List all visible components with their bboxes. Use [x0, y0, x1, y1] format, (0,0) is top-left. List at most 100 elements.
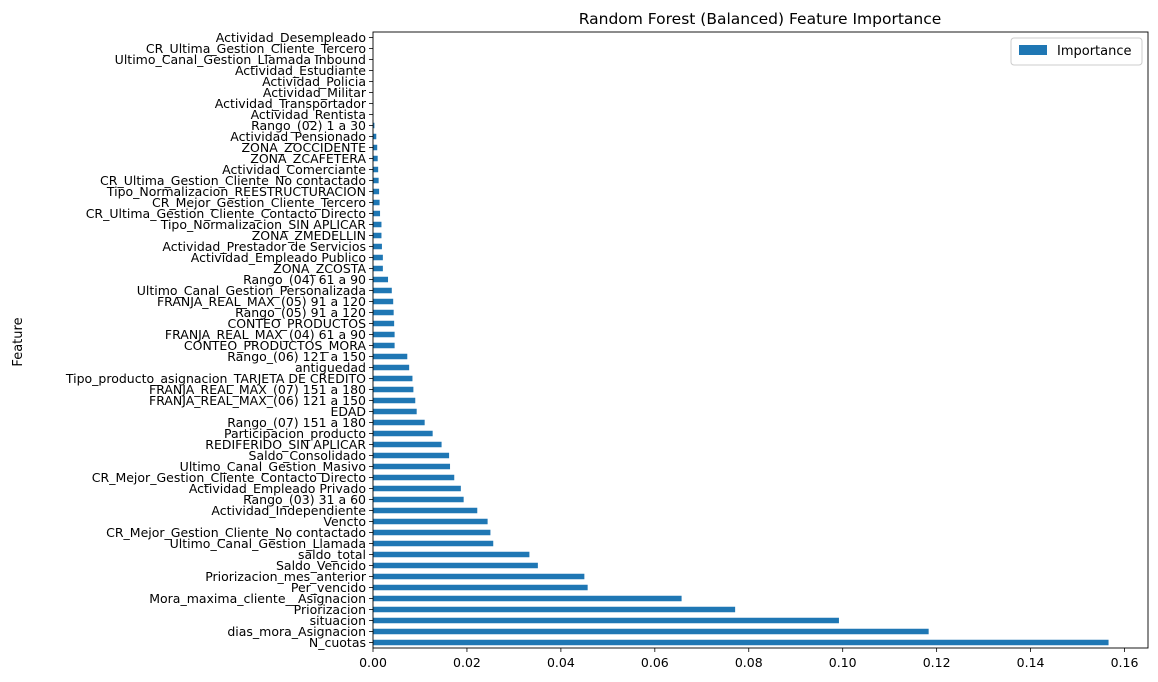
legend: Importance: [1010, 37, 1143, 66]
bar: [373, 276, 389, 283]
x-tick-label: 0.08: [735, 655, 763, 670]
legend-box: [1010, 37, 1143, 66]
bar: [373, 353, 408, 360]
y-tick-label: Ultimo_Canal_Gestion_Llamada Inbound: [115, 52, 366, 67]
bar: [373, 309, 394, 316]
y-tick-label: Actividad_Transportador: [215, 96, 367, 111]
bar: [373, 265, 383, 272]
bar: [373, 243, 382, 250]
y-tick-label: Actividad_Empleado Publico: [191, 250, 366, 265]
y-tick-label: Rango_(03) 31 a 60: [243, 492, 366, 507]
y-tick-label: Actividad_Policia: [262, 74, 366, 89]
y-tick-label: Priorizacion: [294, 602, 366, 617]
bar: [373, 474, 455, 481]
bar: [373, 397, 416, 404]
y-tick-label: CR_Mejor_Gestion_Cliente_Contacto Direct…: [92, 470, 366, 485]
x-tick-label: 0.00: [359, 655, 387, 670]
bar: [373, 254, 383, 261]
y-tick-label: CR_Ultima_Gestion_Cliente_Tercero: [146, 41, 366, 56]
bar: [373, 320, 395, 327]
bar: [373, 122, 375, 129]
y-tick-label: ZONA_ZOCCIDENTE: [241, 140, 366, 155]
y-tick-label: Actividad_Empleado Privado: [189, 481, 366, 496]
bar: [373, 584, 588, 591]
bar: [373, 210, 381, 217]
y-tick-label: Participacion_producto: [224, 426, 366, 441]
y-tick-label: Rango_(02) 1 a 30: [251, 118, 366, 133]
chart-title: Random Forest (Balanced) Feature Importa…: [579, 10, 942, 28]
x-tick-label: 0.04: [547, 655, 575, 670]
bar: [373, 551, 530, 558]
bar: [373, 595, 682, 602]
y-tick-label: Actividad_Comerciante: [222, 162, 366, 177]
y-tick-label: CR_Ultima_Gestion_Cliente_Contacto Direc…: [86, 206, 366, 221]
y-tick-label: Actividad_Desempleado: [216, 30, 366, 45]
y-tick-label: Rango_(06) 121 a 150: [227, 349, 366, 364]
bar: [373, 331, 395, 338]
x-tick-label: 0.14: [1017, 655, 1045, 670]
y-tick-label: CONTEO_PRODUCTOS: [227, 316, 366, 331]
y-tick-label: CR_Ultima_Gestion_Cliente_No contactado: [100, 173, 366, 188]
y-axis-label: Feature: [11, 317, 26, 366]
bar: [373, 133, 377, 140]
bar: [373, 166, 379, 173]
bar: [373, 386, 414, 393]
bar: [373, 199, 380, 206]
y-tick-label: Actividad_Militar: [263, 85, 367, 100]
legend-swatch: [1019, 45, 1047, 55]
y-tick-label: Actividad_Prestador de Servicios: [162, 239, 366, 254]
bar: [373, 155, 378, 162]
bar: [373, 430, 433, 437]
y-tick-label: REDIFERIDO_SIN APLICAR: [205, 437, 366, 452]
y-tick-label: Actividad_Pensionado: [230, 129, 366, 144]
bar: [373, 639, 1109, 646]
x-tick-label: 0.10: [829, 655, 857, 670]
y-tick-label: CR_Mejor_Gestion_Cliente_No contactado: [106, 525, 366, 540]
y-tick-label: N_cuotas: [309, 635, 366, 650]
bar: [373, 606, 736, 613]
bar: [373, 529, 491, 536]
bar: [373, 287, 392, 294]
bar: [373, 573, 585, 580]
bar: [373, 177, 379, 184]
y-tick-label: Saldo_Vencido: [276, 558, 366, 573]
y-tick-label: saldo_total: [298, 547, 366, 562]
bar: [373, 188, 380, 195]
y-tick-label: Ultimo_Canal_Gestion_Personalizada: [137, 283, 366, 298]
legend-label: Importance: [1057, 44, 1132, 59]
y-tick-label: FRANJA_REAL_MAX_(07) 151 a 180: [149, 382, 366, 397]
bar: [373, 463, 451, 470]
bar: [373, 375, 413, 382]
y-tick-label: Saldo_Consolidado: [249, 448, 366, 463]
y-tick-label: ZONA_ZCOSTA: [273, 261, 366, 276]
y-tick-label: CR_Mejor_Gestion_Cliente_Tercero: [152, 195, 366, 210]
bar: [373, 452, 450, 459]
y-tick-label: Ultimo_Canal_Gestion_Llamada: [170, 536, 366, 551]
y-tick-label: Ultimo_Canal_Gestion_Masivo: [180, 459, 366, 474]
bar: [373, 485, 461, 492]
y-tick-label: Per_vencido: [291, 580, 366, 595]
y-tick-label: antiguedad: [295, 360, 366, 375]
bar: [373, 628, 929, 635]
y-tick-label: ZONA_ZMEDELLIN: [252, 228, 366, 243]
y-tick-label: ZONA_ZCAFETERA: [250, 151, 366, 166]
bar: [373, 441, 442, 448]
x-tick-labels: 0.00 0.02 0.04 0.06 0.08 0.10 0.12 0.14 0.16: [359, 648, 1138, 670]
plot-frame: [372, 31, 1149, 649]
bar: [373, 298, 394, 305]
bar: [373, 232, 382, 239]
y-tick-label: Tipo_producto_asignacion_TARJETA DE CRED…: [65, 371, 366, 386]
bar: [373, 221, 382, 228]
bar: [373, 144, 378, 151]
y-tick-label: CONTEO_PRODUCTOS_MORA: [184, 338, 367, 353]
bar: [373, 540, 494, 547]
bar: [373, 617, 839, 624]
y-tick-label: EDAD: [331, 404, 366, 419]
bar: [373, 496, 464, 503]
x-tick-label: 0.12: [923, 655, 951, 670]
bar: [373, 408, 417, 415]
y-tick-label: Rango_(04) 61 a 90: [243, 272, 366, 287]
y-tick-label: Actividad_Estudiante: [235, 63, 366, 78]
bar: [373, 419, 425, 426]
